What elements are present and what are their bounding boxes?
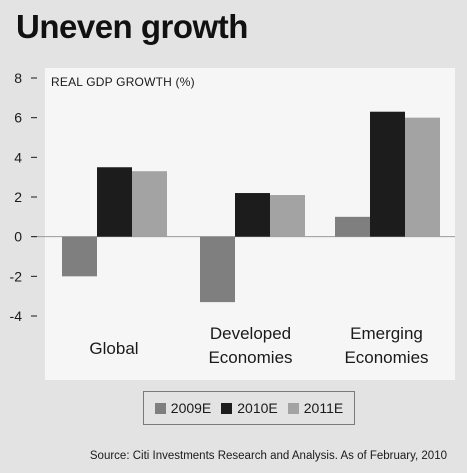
- y-tick-label: -2: [10, 268, 23, 284]
- legend-item-2011e: 2011E: [287, 400, 344, 416]
- category-label-1: Developed: [210, 324, 291, 343]
- bar-2009e-1: [200, 236, 235, 303]
- y-tick-label: 4: [14, 149, 22, 165]
- y-tick-label: 2: [14, 189, 22, 205]
- y-tick-label: 8: [14, 70, 22, 86]
- legend-label-2009e: 2009E: [170, 400, 212, 416]
- bar-2011e-1: [270, 195, 305, 237]
- legend-swatch-2011e: [287, 402, 299, 414]
- bar-2011e-2: [405, 117, 440, 237]
- bar-2010e-1: [235, 193, 270, 237]
- legend-item-2009e: 2009E: [154, 400, 212, 416]
- y-tick-label: 6: [14, 110, 22, 126]
- chart-title: Uneven growth: [16, 8, 248, 45]
- bar-2010e-2: [370, 111, 405, 237]
- legend-item-2010e: 2010E: [221, 400, 278, 416]
- category-label-2: Emerging: [350, 324, 423, 343]
- y-axis-label: REAL GDP GROWTH (%): [51, 75, 195, 89]
- bar-2009e-2: [335, 216, 370, 237]
- y-tick-label: -4: [10, 308, 23, 324]
- legend-swatch-2010e: [221, 402, 233, 414]
- category-label-2: Economies: [344, 348, 428, 367]
- legend-swatch-2009e: [154, 402, 166, 414]
- bar-2011e-0: [132, 171, 167, 237]
- category-label-0: Global: [89, 339, 138, 358]
- legend-label-2010e: 2010E: [237, 400, 278, 416]
- legend: 2009E 2010E 2011E: [143, 391, 355, 425]
- y-tick-label: 0: [14, 229, 22, 245]
- category-label-1: Economies: [208, 348, 292, 367]
- source-note: Source: Citi Investments Research and An…: [89, 450, 447, 462]
- bar-2009e-0: [62, 236, 97, 277]
- legend-label-2011e: 2011E: [303, 400, 344, 416]
- bar-2010e-0: [97, 167, 132, 237]
